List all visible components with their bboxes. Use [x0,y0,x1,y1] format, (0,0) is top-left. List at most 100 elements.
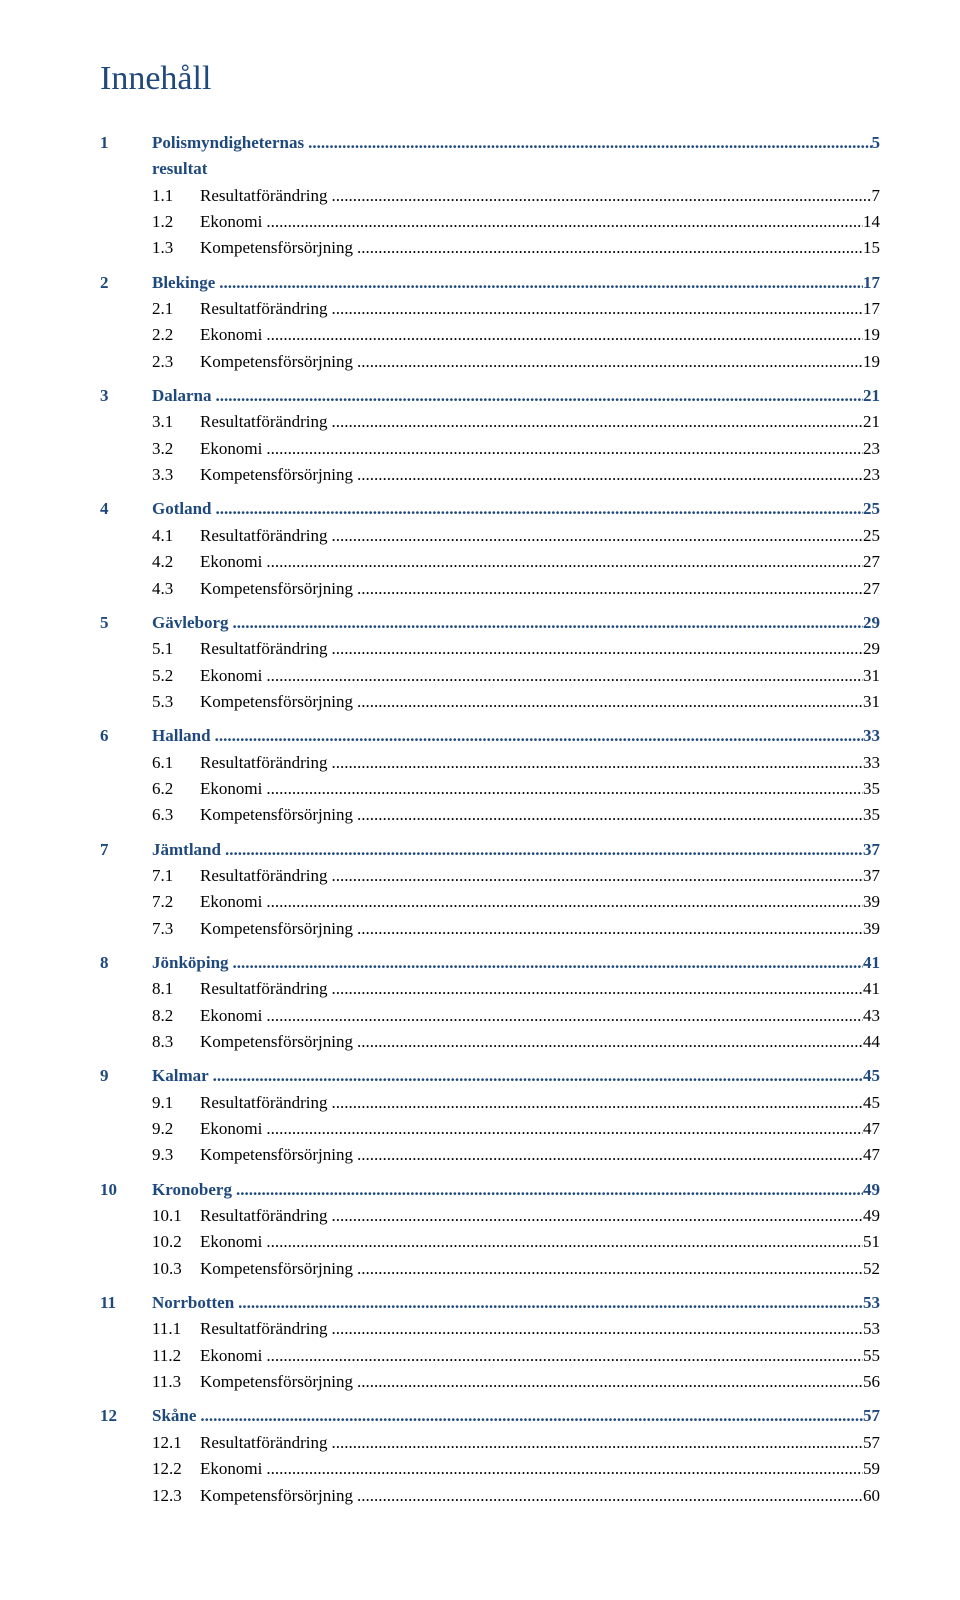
toc-page-number: 51 [863,1229,880,1255]
toc-leader-dots: ........................................… [327,976,863,1002]
toc-section-line: 4Gotland................................… [100,496,880,522]
toc-page-number: 35 [863,776,880,802]
toc-number: 2.1 [152,296,200,322]
toc-page-number: 23 [863,462,880,488]
toc-number: 9 [100,1063,152,1089]
toc-subsection-line: 5.3Kompetensförsörjning.................… [100,689,880,715]
toc-page-number: 39 [863,889,880,915]
toc-label: Halland [152,723,211,749]
toc-section-line: 8Jönköping..............................… [100,950,880,976]
toc-page-number: 44 [863,1029,880,1055]
toc-leader-dots: ........................................… [353,1483,863,1509]
toc-number: 6 [100,723,152,749]
toc-page-number: 57 [863,1403,880,1429]
toc-label: Resultatförändring [200,183,327,209]
toc-number: 10.2 [152,1229,200,1255]
toc-subsection-line: 1.2Ekonomi..............................… [100,209,880,235]
toc-leader-dots: ........................................… [262,889,863,915]
toc-leader-dots: ........................................… [353,916,863,942]
toc-leader-dots: ........................................… [353,1142,863,1168]
toc-page-number: 39 [863,916,880,942]
toc-number: 7.3 [152,916,200,942]
toc-leader-dots: ........................................… [212,383,864,409]
toc-subsection-line: 7.3Kompetensförsörjning.................… [100,916,880,942]
toc-subsection-line: 11.2Ekonomi.............................… [100,1343,880,1369]
toc-label: Jönköping [152,950,229,976]
toc-page-number: 52 [863,1256,880,1282]
toc-subsection-line: 11.1Resultatförändring..................… [100,1316,880,1342]
toc-page-number: 41 [863,976,880,1002]
toc-label: Norrbotten [152,1290,234,1316]
toc-label: Resultatförändring [200,863,327,889]
toc-leader-dots: ........................................… [327,296,863,322]
toc-leader-dots: ........................................… [353,349,863,375]
toc-number: 3.3 [152,462,200,488]
toc-page-number: 53 [863,1290,880,1316]
toc-page-number: 47 [863,1116,880,1142]
toc-section-gap [100,262,880,270]
toc-number: 6.1 [152,750,200,776]
toc-section-line: 1Polismyndigheternas resultat...........… [100,130,880,183]
toc-leader-dots: ........................................… [221,837,863,863]
toc-label: Kompetensförsörjning [200,802,353,828]
toc-page-number: 29 [863,636,880,662]
toc-label: Kompetensförsörjning [200,689,353,715]
toc-page-number: 31 [863,689,880,715]
toc-leader-dots: ........................................… [353,802,863,828]
toc-page-number: 27 [863,549,880,575]
toc-leader-dots: ........................................… [353,1256,863,1282]
toc-label: Ekonomi [200,436,262,462]
toc-label: Kompetensförsörjning [200,1369,353,1395]
toc-subsection-line: 3.2Ekonomi..............................… [100,436,880,462]
toc-subsection-line: 9.3Kompetensförsörjning.................… [100,1142,880,1168]
toc-number: 1.3 [152,235,200,261]
toc-number: 4.2 [152,549,200,575]
toc-number: 6.3 [152,802,200,828]
toc-label: Kompetensförsörjning [200,916,353,942]
toc-page-number: 21 [863,409,880,435]
toc-label: Jämtland [152,837,221,863]
toc-number: 5 [100,610,152,636]
toc-page-number: 55 [863,1343,880,1369]
toc-section-line: 9Kalmar.................................… [100,1063,880,1089]
toc-number: 8 [100,950,152,976]
toc-section-gap [100,1395,880,1403]
toc-number: 8.3 [152,1029,200,1055]
toc-page-number: 60 [863,1483,880,1509]
toc-label: Ekonomi [200,889,262,915]
toc-section-line: 5Gävleborg..............................… [100,610,880,636]
table-of-contents: 1Polismyndigheternas resultat...........… [100,130,880,1509]
toc-page-number: 56 [863,1369,880,1395]
toc-page-number: 14 [863,209,880,235]
toc-page-number: 17 [863,270,880,296]
toc-number: 11 [100,1290,152,1316]
toc-label: Resultatförändring [200,1430,327,1456]
toc-page-number: 37 [863,837,880,863]
toc-page-number: 7 [872,183,881,209]
toc-page-number: 17 [863,296,880,322]
toc-number: 5.2 [152,663,200,689]
toc-section-line: 6Halland................................… [100,723,880,749]
toc-label: Resultatförändring [200,409,327,435]
toc-leader-dots: ........................................… [327,523,863,549]
toc-subsection-line: 6.1Resultatförändring...................… [100,750,880,776]
toc-leader-dots: ........................................… [262,209,863,235]
toc-page-number: 59 [863,1456,880,1482]
toc-subsection-line: 3.1Resultatförändring...................… [100,409,880,435]
toc-leader-dots: ........................................… [196,1403,863,1429]
toc-leader-dots: ........................................… [327,750,863,776]
toc-leader-dots: ........................................… [262,1343,863,1369]
toc-leader-dots: ........................................… [262,1456,863,1482]
toc-page-number: 23 [863,436,880,462]
toc-page-number: 47 [863,1142,880,1168]
toc-leader-dots: ........................................… [327,1316,863,1342]
toc-label: Resultatförändring [200,750,327,776]
toc-leader-dots: ........................................… [209,1063,863,1089]
toc-label: Ekonomi [200,322,262,348]
toc-label: Skåne [152,1403,196,1429]
toc-label: Resultatförändring [200,296,327,322]
toc-subsection-line: 5.1Resultatförändring...................… [100,636,880,662]
toc-section-gap [100,1055,880,1063]
toc-number: 10 [100,1177,152,1203]
toc-section-line: 2Blekinge...............................… [100,270,880,296]
